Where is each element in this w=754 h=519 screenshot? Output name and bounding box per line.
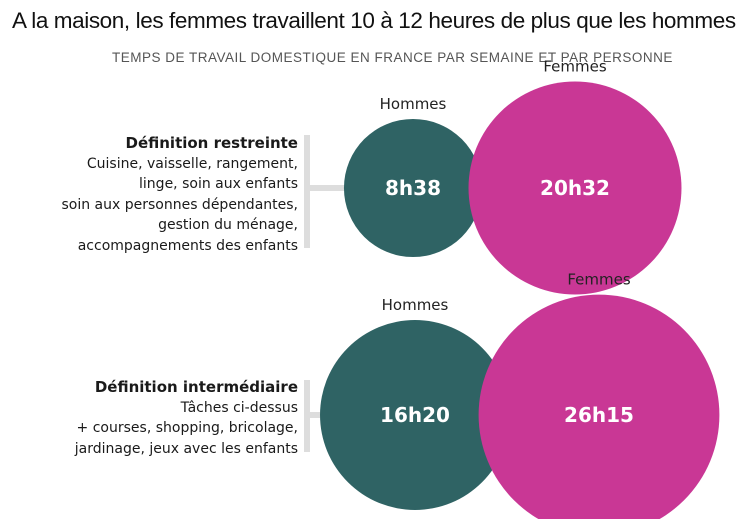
definition-line: jardinage, jeux avec les enfants (74, 440, 298, 457)
definition-title: Définition intermédiaire (94, 378, 298, 396)
definition-line: soin aux personnes dépendantes, (61, 196, 298, 213)
series-label: Femmes (543, 58, 606, 76)
value-label: 16h20 (380, 403, 450, 427)
chart-title: A la maison, les femmes travaillent 10 à… (12, 8, 736, 33)
bubble-hommes (343, 118, 483, 258)
series-label: Hommes (382, 296, 449, 314)
definition-intermediaire: Définition intermédiaire Tâches ci-dessu… (75, 377, 298, 459)
bubble-femmes (478, 294, 720, 519)
series-label: Femmes (567, 271, 630, 289)
definition-line: gestion du ménage, (158, 217, 298, 233)
definition-line: + courses, shopping, bricolage, (76, 420, 298, 436)
definition-line: Tâches ci-dessus (180, 399, 298, 416)
bubble-femmes (468, 81, 682, 295)
value-label: 20h32 (540, 176, 610, 200)
definition-restreinte: Définition restreinte Cuisine, vaisselle… (61, 133, 298, 256)
bubble-hommes (320, 320, 510, 510)
value-label: 26h15 (564, 403, 634, 427)
definition-line: Cuisine, vaisselle, rangement, (86, 155, 298, 172)
definition-line: linge, soin aux enfants (139, 176, 298, 192)
definition-line: accompagnements des enfants (77, 237, 298, 254)
series-label: Hommes (380, 95, 447, 113)
definition-title: Définition restreinte (125, 134, 299, 152)
chart-subtitle: TEMPS DE TRAVAIL DOMESTIQUE EN FRANCE PA… (112, 50, 673, 65)
value-label: 8h38 (385, 176, 441, 200)
